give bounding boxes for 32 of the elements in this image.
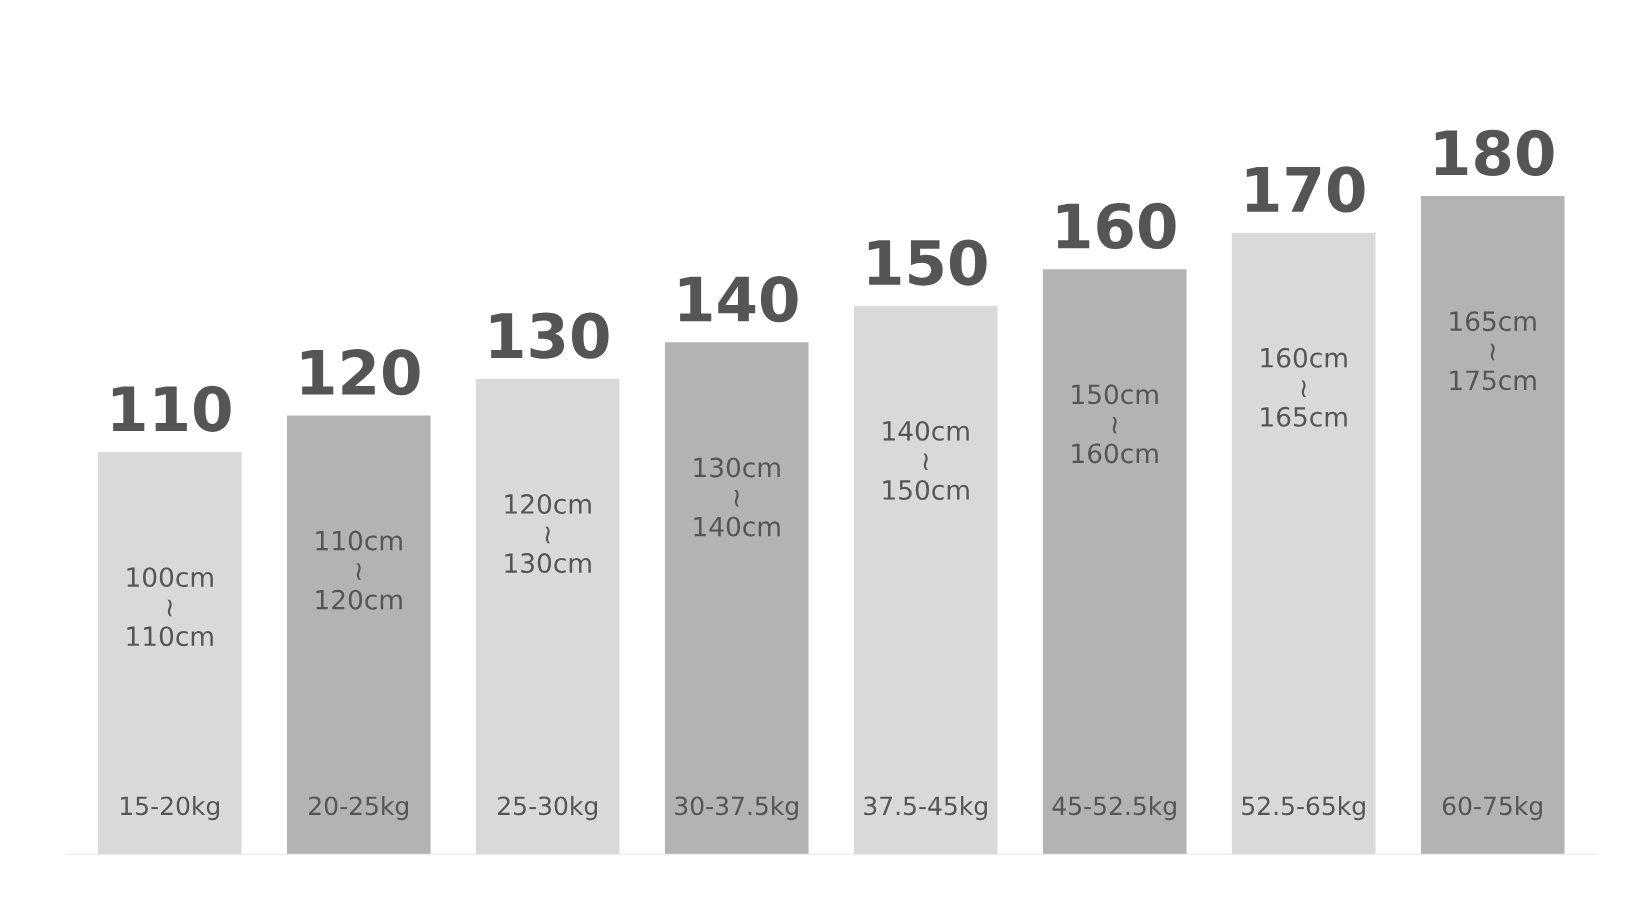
annotation: 100cm ≀ 110cm <box>127 567 213 647</box>
data-label: 120 <box>301 349 420 396</box>
x-tick-label: 20-25kg <box>309 795 408 821</box>
x-tick-label: 60-75kg <box>1442 795 1542 821</box>
bar <box>853 305 998 855</box>
bar <box>664 342 809 855</box>
x-tick-label: 25-30kg <box>498 795 597 821</box>
annotation: 165cm ≀ 175cm <box>1450 311 1536 391</box>
x-tick-label: 52.5-65kg <box>1242 795 1365 821</box>
data-label: 110 <box>112 385 231 432</box>
data-label: 130 <box>490 312 609 359</box>
annotation: 160cm ≀ 165cm <box>1261 347 1347 427</box>
annotation: 140cm ≀ 150cm <box>883 420 969 500</box>
data-label: 160 <box>1057 202 1176 250</box>
bar <box>286 415 431 855</box>
data-label: 140 <box>679 275 798 323</box>
annotation: 110cm ≀ 120cm <box>316 530 402 610</box>
bar <box>1231 232 1376 855</box>
x-tick-label: 30-37.5kg <box>675 795 798 821</box>
bar <box>97 452 242 855</box>
annotation: 130cm ≀ 140cm <box>694 457 780 537</box>
annotation: 120cm ≀ 130cm <box>505 494 591 574</box>
bar <box>1420 196 1565 855</box>
x-tick-label: 45-52.5kg <box>1052 795 1176 821</box>
bar <box>475 378 620 855</box>
data-label: 150 <box>868 239 987 286</box>
data-label: 180 <box>1435 129 1554 176</box>
annotation: 150cm ≀ 160cm <box>1072 384 1158 464</box>
bar <box>1042 269 1187 855</box>
x-tick-label: 37.5-45kg <box>864 795 987 821</box>
x-tick-label: 15-20kg <box>121 795 220 821</box>
data-label: 170 <box>1246 166 1365 213</box>
